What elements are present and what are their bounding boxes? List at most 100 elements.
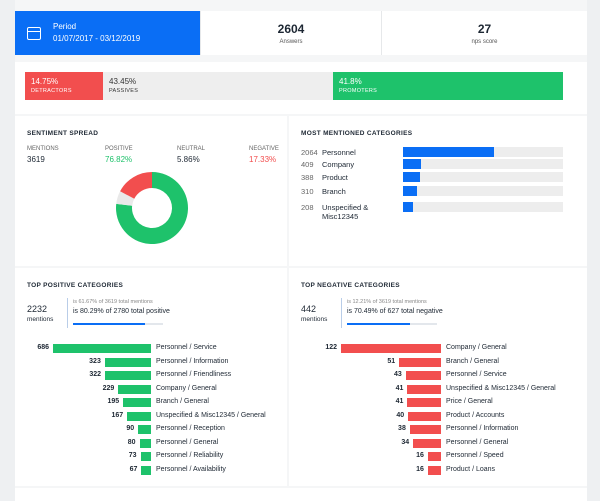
category-count: 208 [301,203,314,212]
bar [407,398,441,407]
sentiment-neutral: NEUTRAL 5.86% [177,146,205,164]
negative-value: 17.33% [249,155,277,164]
positive-value: 76.82% [105,155,133,164]
positive-share-fill [73,323,146,325]
bar-row[interactable]: 122 Company / General [289,344,587,353]
answers-value: 2604 [277,21,305,36]
promoters-value: 41.8% [339,77,362,86]
bar-category-label: Personnel / Information [446,425,519,432]
bar [138,425,151,434]
bar [141,465,151,475]
bar [409,425,441,434]
bar-row[interactable]: 40 Product / Accounts [289,411,587,421]
bar-category-label: Product / Loans [446,465,496,473]
bar-category-label: Company / General [446,344,507,351]
category-bar-track [403,159,563,169]
bar-row[interactable]: 322 Personnel / Friendliness [15,371,287,380]
bar-category-label: Branch / General [446,357,499,365]
bar-row[interactable]: 43 Personnel / Service [289,371,587,380]
bar-row[interactable]: 90 Personnel / Reception [15,425,287,434]
bar-value-label: 67 [129,465,138,473]
category-bar [403,172,420,182]
bar-row[interactable]: 80 Personnel / General [15,438,287,448]
summary-row: Period 01/07/2017 - 03/12/2019 2604 Answ… [15,11,587,55]
most-mentioned-title: MOST MENTIONED CATEGORIES [301,130,413,137]
category-count: 2064 [301,148,318,157]
bar-row[interactable]: 16 Product / Loans [289,465,587,475]
dashboard: Period 01/07/2017 - 03/12/2019 2604 Answ… [15,0,587,501]
bar-row[interactable]: 16 Personnel / Speed [289,452,587,461]
top-positive-title: TOP POSITIVE CATEGORIES [27,282,124,289]
nps-label: nps score [471,38,498,45]
positive-share-track [73,323,163,325]
category-bar [403,186,417,196]
neutral-value: 5.86% [177,155,200,164]
bar-category-label: Price / General [446,398,493,405]
bar-row[interactable]: 195 Branch / General [15,398,287,407]
donut-slice-neutral [116,191,135,206]
bar [413,438,441,448]
bar-row[interactable]: 73 Personnel / Reliability [15,452,287,461]
nps-breakdown-panel: 14.75% DETRACTORS 43.45% PASSIVES 41.8% … [15,62,587,114]
top-negative-panel: TOP NEGATIVE CATEGORIES 442 mentions is … [289,268,587,486]
category-bar-track [403,186,563,196]
category-count: 310 [301,187,314,196]
most-mentioned-panel: MOST MENTIONED CATEGORIES 2064 Personnel 4… [289,116,587,266]
nps-value: 27 [477,21,492,36]
bar [118,384,151,394]
bar-category-label: Company / General [156,384,217,392]
bar-row[interactable]: 67 Personnel / Availability [15,465,287,475]
bar-value-label: 34 [401,438,410,446]
top-positive-panel: TOP POSITIVE CATEGORIES 2232 mentions is… [15,268,287,486]
positive-share-of-total: is 80.29% of 2780 total positive [73,308,170,315]
passives-segment: 43.45% PASSIVES [103,72,333,100]
bar [341,344,441,353]
bar-value-label: 322 [89,371,101,378]
positive-label: POSITIVE [105,146,133,152]
passives-label: PASSIVES [109,88,139,94]
donut-slice-negative [120,172,152,199]
bar-value-label: 43 [393,371,402,378]
bar-row[interactable]: 323 Personnel / Information [15,357,287,367]
negative-share-track [347,323,437,325]
bar [53,344,151,353]
bar-row[interactable]: 686 Personnel / Service [15,344,287,353]
period-selector[interactable]: Period 01/07/2017 - 03/12/2019 [15,11,200,55]
bar [405,371,441,380]
bar-category-label: Personnel / General [156,438,219,446]
sentiment-spread-panel: SENTIMENT SPREAD MENTIONS 3619 POSITIVE … [15,116,287,266]
bar-row[interactable]: 41 Unspecified & Misc12345 / General [289,384,587,394]
bar-row[interactable]: 229 Company / General [15,384,287,394]
bar [140,452,151,461]
bar-value-label: 122 [325,344,337,351]
category-bar-track [403,147,563,157]
bar-row[interactable]: 38 Personnel / Information [289,425,587,434]
bar-row[interactable]: 34 Personnel / General [289,438,587,448]
negative-label: NEGATIVE [249,146,279,152]
category-name: Company [322,160,355,169]
category-count: 388 [301,173,314,182]
category-name: Product [322,173,348,182]
bar [427,452,441,461]
sentiment-negative: NEGATIVE 17.33% [249,146,279,164]
bar-value-label: 229 [102,384,115,392]
bar-row[interactable]: 167 Unspecified & Misc12345 / General [15,411,287,421]
detractors-label: DETRACTORS [31,88,72,94]
top-negative-title: TOP NEGATIVE CATEGORIES [301,282,400,289]
category-name: Unspecified & Misc12345 [322,203,369,221]
bar [408,411,441,421]
period-value: 01/07/2017 - 03/12/2019 [53,34,141,43]
bar-value-label: 73 [128,452,137,459]
bar-category-label: Personnel / Speed [446,452,504,459]
mentions-label: MENTIONS [27,146,59,152]
bar-row[interactable]: 41 Price / General [289,398,587,407]
bar [139,438,151,448]
mentions-value: 3619 [27,155,45,164]
neutral-label: NEUTRAL [177,146,206,152]
bar [407,384,441,394]
bar-value-label: 167 [111,411,124,419]
bar-value-label: 38 [398,425,406,432]
bar-category-label: Branch / General [156,398,209,405]
bar-row[interactable]: 51 Branch / General [289,357,587,367]
bar-value-label: 51 [387,357,396,365]
